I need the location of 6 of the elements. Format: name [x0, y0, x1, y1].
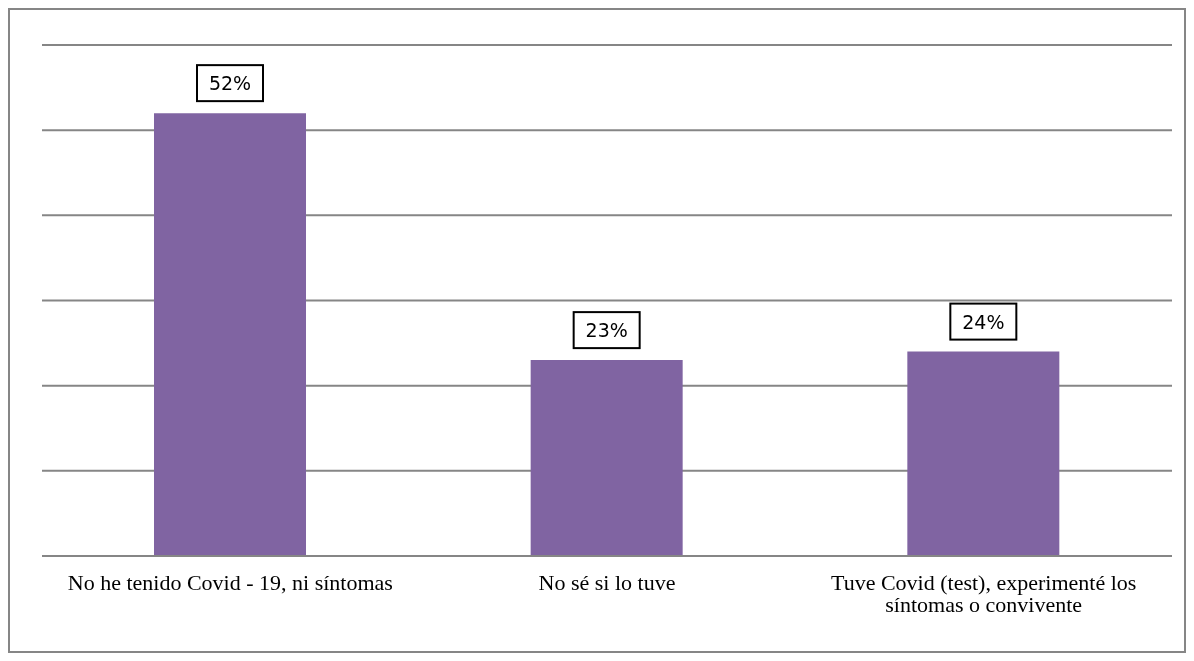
x-tick-label: Tuve Covid (test), experimenté los síntomas o convivente	[831, 569, 1137, 617]
x-tick-label: No sé si lo tuve	[538, 569, 676, 595]
data-label: 23%	[585, 319, 628, 342]
x-tick-label: No he tenido Covid - 19, ni síntomas	[67, 569, 393, 595]
data-label: 52%	[208, 72, 252, 95]
data-label: 24%	[962, 310, 1005, 333]
